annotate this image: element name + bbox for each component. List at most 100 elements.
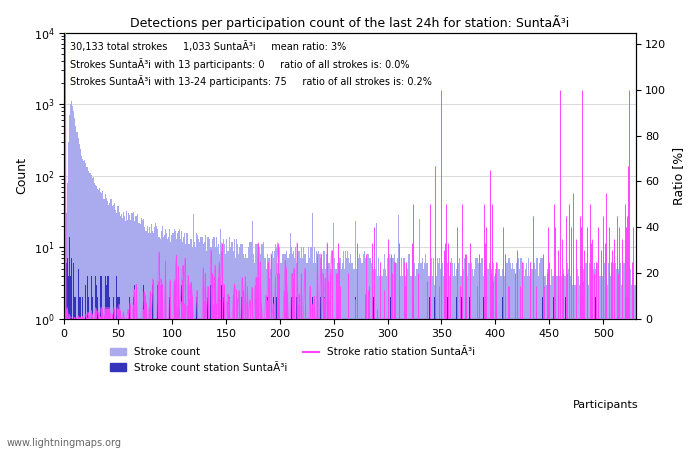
Bar [225,254,226,450]
Bar [566,269,567,450]
Bar [403,319,405,450]
Bar [265,319,266,450]
Bar [541,258,542,450]
Bar [626,297,627,450]
Bar [337,263,339,450]
Bar [543,319,545,450]
Bar [182,242,183,450]
Bar [275,297,276,450]
Bar [100,276,102,450]
Bar [454,263,455,450]
Bar [209,239,210,450]
Bar [238,319,239,450]
Bar [433,258,435,450]
Bar [228,297,230,450]
Text: Strokes SuntaÃ³i with 13 participants: 0     ratio of all strokes is: 0.0%: Strokes SuntaÃ³i with 13 participants: 0… [70,58,410,70]
Bar [365,258,367,450]
Bar [212,239,214,450]
Bar [126,211,127,450]
Bar [623,263,624,450]
Bar [595,269,596,450]
Bar [177,319,178,450]
Bar [563,319,564,450]
Bar [223,297,224,450]
Bar [104,276,106,450]
Bar [582,263,583,450]
Bar [85,163,86,450]
Bar [356,269,357,450]
Bar [452,263,453,450]
Bar [252,221,253,450]
Bar [247,319,248,450]
Bar [90,175,92,450]
Bar [321,269,322,450]
Bar [203,319,204,450]
Bar [596,263,597,450]
Bar [244,258,245,450]
Bar [479,258,480,450]
Bar [289,254,290,450]
Bar [629,269,630,450]
Bar [589,263,590,450]
Bar [72,319,74,450]
Bar [76,132,78,450]
Bar [554,319,555,450]
Bar [309,258,311,450]
Bar [84,160,85,450]
Bar [181,285,182,450]
Bar [141,218,142,450]
Bar [491,276,493,450]
Bar [515,276,517,450]
Bar [591,297,592,450]
Bar [330,319,331,450]
Bar [260,297,261,450]
Bar [344,269,345,450]
Bar [299,319,300,450]
Bar [297,297,298,450]
Bar [150,233,151,450]
Bar [178,297,179,450]
Bar [178,231,179,450]
Bar [140,224,141,450]
Bar [549,319,550,450]
Bar [191,239,192,450]
Bar [139,223,140,450]
Bar [582,319,583,450]
Bar [127,319,128,450]
Bar [123,319,124,450]
Bar [256,297,257,450]
Bar [235,319,236,450]
Bar [132,297,134,450]
Bar [108,203,110,450]
Bar [561,276,563,450]
Bar [624,263,625,450]
Bar [206,251,207,450]
Bar [253,254,254,450]
Bar [318,251,319,450]
Bar [559,263,561,450]
Bar [505,263,507,450]
Bar [160,285,162,450]
Bar [136,319,137,450]
Bar [523,263,524,450]
Bar [622,276,623,450]
Bar [440,269,441,450]
Bar [334,258,335,450]
Bar [618,269,619,450]
Bar [459,258,461,450]
Bar [158,319,160,450]
Bar [606,319,607,450]
Bar [237,244,238,450]
Bar [500,276,501,450]
Bar [354,269,355,450]
Bar [220,229,221,450]
Bar [272,251,273,450]
Bar [322,269,323,450]
Bar [282,254,284,450]
Bar [514,319,515,450]
Bar [68,142,69,450]
Bar [625,269,626,450]
Bar [120,214,122,450]
Bar [539,263,540,450]
Bar [176,239,177,450]
